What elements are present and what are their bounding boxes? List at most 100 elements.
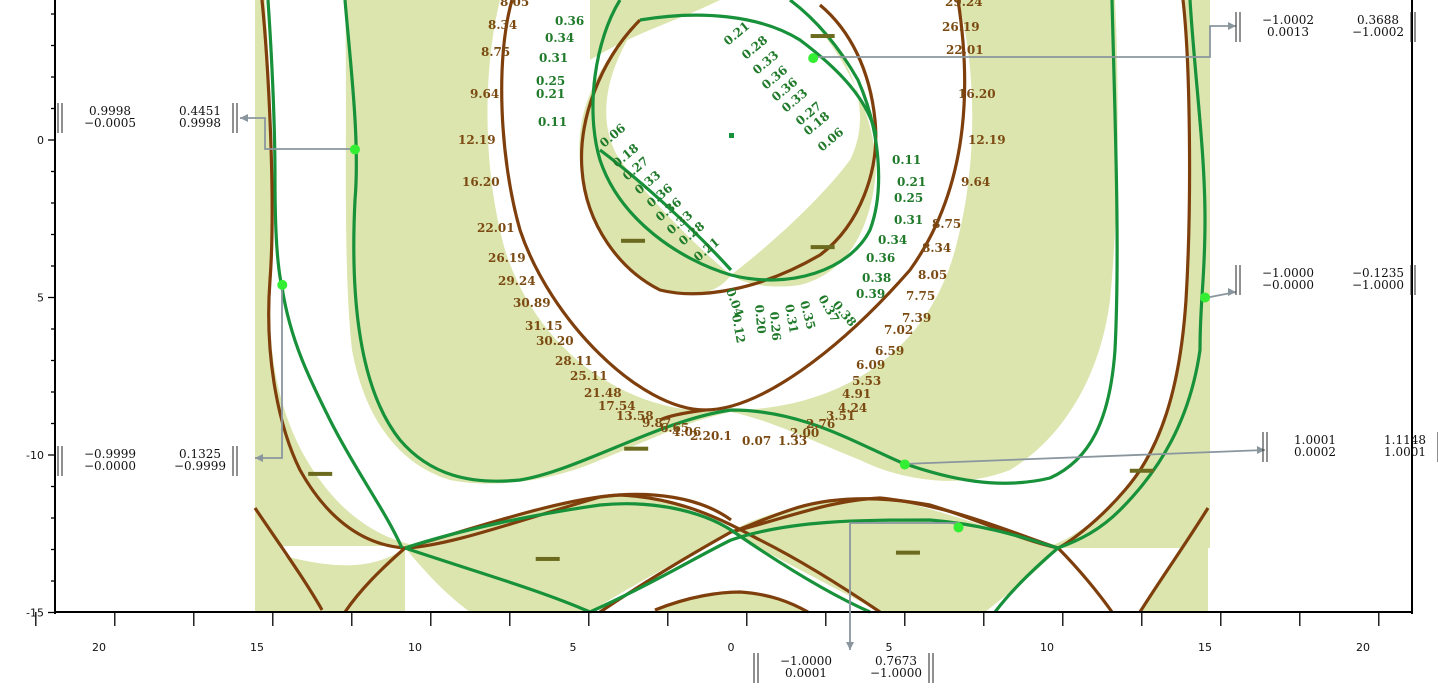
callout-arrowhead: [1228, 288, 1236, 296]
marker-point: [953, 522, 964, 533]
matrix-entry: −0.9999: [174, 459, 226, 473]
minus-sign: [895, 550, 920, 555]
matrix-annotation: −0.9999 0.1325−0.0000 −0.9999: [57, 446, 238, 476]
callout-line: [902, 449, 1266, 465]
brown-contour-label: 2.00: [790, 426, 819, 440]
green-contour-label: 0.21: [897, 175, 926, 189]
green-contour-label: 0.21: [536, 87, 565, 101]
minus-sign: [1129, 468, 1154, 473]
brown-contour-label: 9.64: [961, 175, 990, 189]
x-tick-label: 5: [570, 641, 577, 654]
matrix-entry: 0.9998: [179, 116, 221, 130]
marker-point: [277, 279, 288, 290]
x-tick-label: 0: [728, 641, 735, 654]
brown-contour-label: 7.02: [884, 323, 913, 337]
brown-contour-label: 22.01: [477, 221, 515, 235]
brown-contour-label: 5.53: [852, 374, 881, 388]
contour-line: [654, 590, 809, 614]
green-contour-label: 0.11: [892, 153, 921, 167]
fill-region: [255, 0, 420, 546]
green-contour-label: 0.39: [856, 287, 885, 301]
brown-contour-label: 4.91: [842, 387, 871, 401]
axes: 20 15 10 5 0 5 10 15 20 0 5 -10 -15: [26, 0, 1413, 654]
brown-contour-label: 2.76: [806, 417, 835, 431]
matrix-entry: 1.1148: [1384, 433, 1426, 447]
brown-contour-label: 6.65: [660, 421, 689, 435]
matrix-entry: 0.0013: [1267, 25, 1309, 39]
contour-line: [599, 496, 1059, 614]
brown-contour-label: 0.1: [711, 429, 732, 443]
brown-contour-label: 26.19: [488, 251, 526, 265]
green-contour-label: 0.38: [862, 271, 891, 285]
marker-points: [277, 53, 1210, 533]
brown-contour-label: 4.24: [838, 401, 867, 415]
green-contour-label: 0.34: [878, 233, 907, 247]
brown-contour-label: 0.07: [742, 434, 771, 448]
matrix-entry: 1.0001: [1384, 445, 1426, 459]
matrix-entry: −1.0000: [780, 654, 832, 668]
brown-contour-label: 22.01: [946, 43, 984, 57]
brown-contour-label: 26.19: [942, 20, 980, 34]
marker-point: [1200, 292, 1210, 303]
matrix-entry: 0.3688: [1357, 13, 1399, 27]
callout-arrowhead: [255, 454, 263, 462]
matrix-annotation: −1.0000 −0.1235−0.0000 −1.0000: [1235, 265, 1416, 295]
matrix-entry: −0.0000: [84, 459, 136, 473]
brown-contour-label: 7.75: [906, 289, 935, 303]
green-contour-label: 0.11: [538, 115, 567, 129]
matrix-annotations: 0.9998 0.4451−0.0005 0.9998−0.9999 0.1325−0…: [57, 12, 1438, 683]
contour-line: [591, 0, 881, 282]
matrix-entry: 0.1325: [179, 447, 221, 461]
brown-contour-label: 9.87: [642, 416, 671, 430]
matrix-entry: 0.0002: [1294, 445, 1336, 459]
brown-contour-label: 29.24: [498, 274, 536, 288]
callout-line: [812, 25, 1236, 58]
green-contour-label: 0.25: [894, 191, 923, 205]
minus-sign: [308, 471, 333, 476]
fill-region: [731, 30, 876, 287]
green-contour-label: 0.34: [545, 31, 574, 45]
contour-line: [659, 408, 706, 422]
matrix-bracket: [57, 446, 63, 476]
brown-contour-label: 8.75: [481, 45, 510, 59]
green-contour-label: 0.12: [729, 313, 748, 344]
contour-line: [404, 546, 591, 614]
minus-sign: [810, 245, 835, 250]
green-contour-label: 0.36: [555, 14, 584, 28]
matrix-bracket: [1235, 265, 1241, 295]
x-tick-label: 20: [92, 641, 106, 654]
matrix-entry: 0.4451: [179, 104, 221, 118]
brown-contour-label: 8.75: [932, 217, 961, 231]
contour-line: [500, 0, 967, 412]
green-contour-label: 0.31: [894, 213, 923, 227]
matrix-entry: −0.0005: [84, 116, 136, 130]
matrix-bracket: [928, 653, 934, 683]
y-tick-label: -10: [26, 449, 44, 462]
x-tick-label: 10: [1040, 641, 1054, 654]
brown-contour-label: 16.20: [462, 175, 500, 189]
y-tick-label: 0: [37, 134, 44, 147]
y-tick-label: 5: [37, 292, 44, 305]
matrix-bracket: [57, 103, 63, 133]
fill-region: [345, 0, 1118, 484]
contour-line: [1138, 507, 1210, 613]
matrix-entry: −1.0000: [1352, 278, 1404, 292]
brown-contour-label: 17.54: [598, 399, 636, 413]
brown-contour-label: 4.06: [672, 425, 701, 439]
matrix-entry: −0.1235: [1352, 266, 1404, 280]
x-tick-label: 20: [1356, 641, 1370, 654]
contour-line: [404, 493, 881, 614]
matrix-bracket: [1262, 432, 1268, 462]
contour-line: [579, 3, 878, 296]
callout-lines: [240, 22, 1266, 650]
green-contour-label: 0.25: [536, 74, 565, 88]
x-tick-label: 10: [408, 641, 422, 654]
brown-contour-label: 12.19: [968, 133, 1006, 147]
callout-line: [849, 522, 960, 650]
x-tick-label: 5: [886, 641, 893, 654]
brown-contour-label: 2.2: [690, 429, 711, 443]
